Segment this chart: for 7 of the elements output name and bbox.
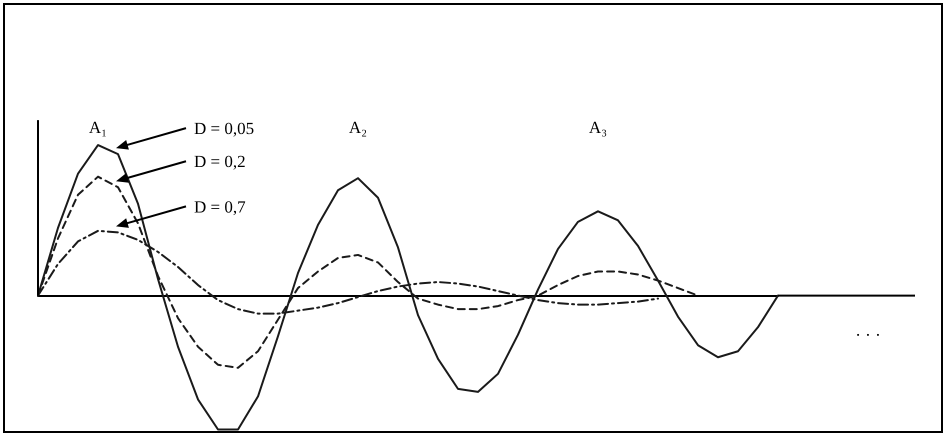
text: · · · xyxy=(855,326,881,345)
text: D = 0,2 xyxy=(194,152,246,172)
text: D = 0,05 xyxy=(194,119,254,138)
text: D = 0,7 xyxy=(194,197,246,216)
text: A₁ xyxy=(88,118,108,138)
text: A₂ xyxy=(348,118,368,138)
text: A₃ xyxy=(588,118,608,138)
